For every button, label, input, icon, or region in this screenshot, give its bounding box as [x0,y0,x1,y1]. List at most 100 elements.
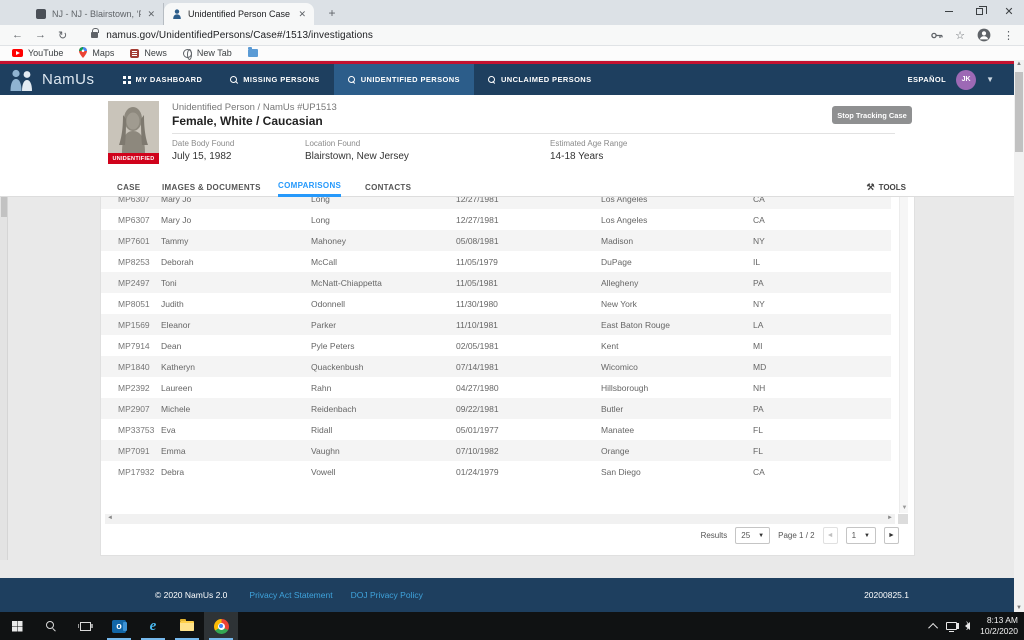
cell-state: MI [753,341,763,351]
table-row[interactable]: MP7091 Emma Vaughn 07/10/1982 Orange FL [101,440,891,461]
table-vertical-scrollbar[interactable]: ▼ [899,197,908,513]
nav-missing-persons[interactable]: MISSING PERSONS [216,64,333,95]
scroll-up-icon[interactable]: ▲ [1016,61,1022,67]
browser-scrollbar[interactable]: ▲ ▼ [1014,60,1024,612]
case-tab-bar: CASE IMAGES & DOCUMENTS COMPARISONS CONT… [0,177,1024,197]
reload-icon[interactable]: ↻ [58,29,68,42]
previous-page-button[interactable]: ◄ [822,527,838,544]
cell-state: CA [753,197,765,204]
table-row[interactable]: MP2497 Toni McNatt-Chiappetta 11/05/1981… [101,272,891,293]
browser-tab-blairstown[interactable]: NJ - NJ - Blairstown, ‘Princess Do ✕ [28,3,164,25]
window-close-button[interactable]: ✕ [1004,5,1014,18]
taskbar-file-explorer[interactable] [170,612,204,640]
forward-icon[interactable]: → [35,29,46,41]
password-key-icon[interactable] [931,31,943,40]
namus-navbar: NamUs MY DASHBOARD MISSING PERSONS UNIDE… [0,64,1024,95]
scroll-right-icon[interactable]: ► [887,515,893,521]
nav-unclaimed-persons[interactable]: UNCLAIMED PERSONS [474,64,606,95]
profile-avatar-icon[interactable] [977,28,991,42]
table-row[interactable]: MP8051 Judith Odonnell 11/30/1980 New Yo… [101,293,891,314]
table-row[interactable]: MP1569 Eleanor Parker 11/10/1981 East Ba… [101,314,891,335]
tab-contacts[interactable]: CONTACTS [365,182,412,192]
tab-images-documents[interactable]: IMAGES & DOCUMENTS [162,182,261,192]
table-row[interactable]: MP8253 Deborah McCall 11/05/1979 DuPage … [101,251,891,272]
new-tab-button[interactable]: + [328,6,336,20]
tray-expand-icon[interactable] [928,622,939,633]
table-row[interactable]: MP2392 Laureen Rahn 04/27/1980 Hillsboro… [101,377,891,398]
tools-button[interactable]: ⚒ TOOLS [866,181,907,192]
page-select[interactable]: 1 ▼ [845,527,876,544]
window-minimize-button[interactable] [934,0,964,22]
table-row[interactable]: MP33753 Eva Ridall 05/01/1977 Manatee FL [101,419,891,440]
cell-county: Orange [601,446,630,456]
tab-close-icon[interactable]: ✕ [298,8,306,19]
browser-menu-icon[interactable]: ⋮ [1003,29,1014,42]
https-lock-icon[interactable] [91,28,100,38]
chrome-icon [213,618,229,634]
nav-unidentified-persons[interactable]: UNIDENTIFIED PERSONS [333,64,474,95]
cell-county: Los Angeles [601,215,648,225]
chevron-down-icon[interactable]: ▼ [986,75,994,84]
tab-comparisons[interactable]: COMPARISONS [278,177,342,197]
cell-date: 07/14/1981 [456,362,499,372]
cell-first-name: Mary Jo [161,197,192,204]
chevron-down-icon: ▼ [758,532,765,539]
table-row[interactable]: MP7914 Dean Pyle Peters 02/05/1981 Kent … [101,335,891,356]
user-avatar[interactable]: JK [956,69,977,90]
taskbar-search-button[interactable] [34,612,68,640]
bookmark-youtube[interactable]: YouTube [12,48,63,58]
cell-last-name: Reidenbach [311,404,357,414]
table-row[interactable]: MP2907 Michele Reidenbach 09/22/1981 But… [101,398,891,419]
namus-logo[interactable]: NamUs [0,64,109,95]
stop-tracking-button[interactable]: Stop Tracking Case [832,106,912,124]
scroll-left-icon[interactable]: ◄ [107,515,113,521]
privacy-act-link[interactable]: Privacy Act Statement [249,590,333,600]
taskbar-internet-explorer[interactable]: e [136,612,170,640]
results-per-page-select[interactable]: 25 ▼ [735,527,771,544]
window-restore-button[interactable] [964,0,994,22]
table-horizontal-scrollbar[interactable]: ◄ ► [105,514,895,524]
bookmark-maps[interactable]: Maps [79,46,114,60]
cell-date: 12/27/1981 [456,197,499,204]
cell-county: Manatee [601,425,635,435]
nav-my-dashboard[interactable]: MY DASHBOARD [109,64,217,95]
taskbar-clock[interactable]: 8:13 AM 10/2/2020 [980,615,1018,636]
table-row[interactable]: MP6307 Mary Jo Long 12/27/1981 Los Angel… [101,197,891,209]
table-row[interactable]: MP6307 Mary Jo Long 12/27/1981 Los Angel… [101,209,891,230]
next-page-button[interactable]: ► [884,527,899,544]
tab-case[interactable]: CASE [117,182,141,192]
task-view-button[interactable] [68,612,102,640]
cell-state: NY [753,236,765,246]
bookmark-news[interactable]: News [130,48,167,58]
left-scrollbar[interactable] [0,197,8,560]
bookmark-star-icon[interactable]: ☆ [955,29,965,42]
scroll-down-icon[interactable]: ▼ [901,505,908,511]
cell-county: Madison [601,236,634,246]
cell-last-name: Ridall [311,425,333,435]
case-photo[interactable] [108,101,159,153]
tab-close-icon[interactable]: ✕ [147,8,155,19]
table-row[interactable]: MP7601 Tammy Mahoney 05/08/1981 Madison … [101,230,891,251]
news-icon [130,48,140,58]
language-toggle[interactable]: ESPAÑOL [907,75,947,84]
cell-county: DuPage [601,257,632,267]
address-bar[interactable]: namus.gov/UnidentifiedPersons/Case#/1513… [106,29,373,41]
bookmarks-folder-icon[interactable] [247,47,258,57]
search-icon [347,75,356,84]
scroll-down-icon[interactable]: ▼ [1016,605,1022,611]
back-icon[interactable]: ← [12,29,23,41]
system-tray: 8:13 AM 10/2/2020 [928,612,1024,640]
taskbar-chrome[interactable] [204,612,238,640]
start-button[interactable] [0,612,34,640]
table-row[interactable]: MP1840 Katheryn Quackenbush 07/14/1981 W… [101,356,891,377]
doj-privacy-link[interactable]: DOJ Privacy Policy [350,590,423,600]
file-explorer-icon [180,619,194,631]
browser-scrollbar-thumb[interactable] [1015,72,1023,152]
speaker-icon[interactable] [956,620,971,630]
table-row[interactable]: MP17932 Debra Vowell 01/24/1979 San Dieg… [101,461,891,482]
cell-case-id: MP33753 [118,425,155,435]
left-scrollbar-thumb[interactable] [1,197,7,217]
browser-tab-unidentified-case[interactable]: Unidentified Person Case ✕ [164,3,314,25]
bookmark-new-tab[interactable]: New Tab [182,48,232,60]
taskbar-outlook[interactable]: o [102,612,136,640]
